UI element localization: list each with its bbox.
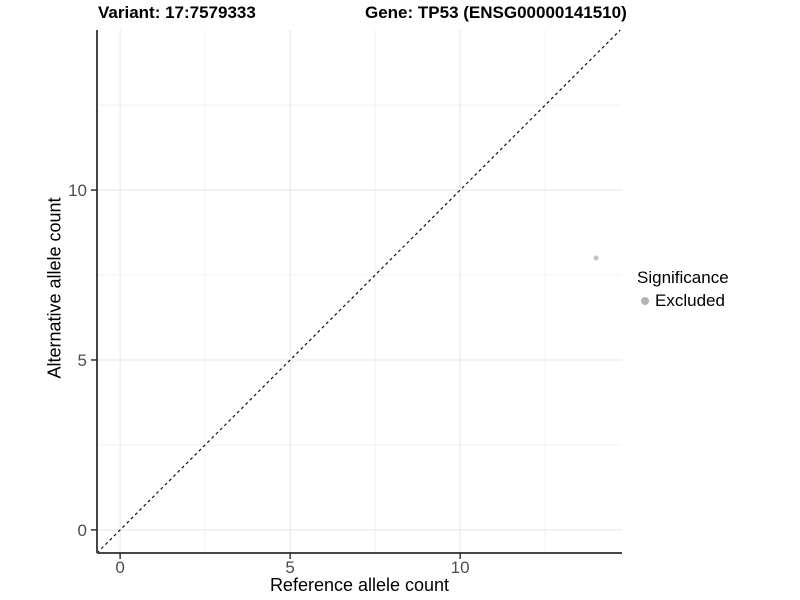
legend-title: Significance <box>637 268 729 287</box>
plot-title-variant: Variant: 17:7579333 <box>98 3 256 22</box>
y-axis-title: Alternative allele count <box>44 197 65 379</box>
y-tick-label: 0 <box>78 521 87 540</box>
y-tick-label: 10 <box>68 181 87 200</box>
x-axis-title: Reference allele count <box>269 575 450 595</box>
legend-key-point-icon <box>641 297 649 305</box>
legend: Significance Excluded <box>637 268 729 311</box>
plot-canvas: 0 5 10 0 5 10 <box>68 29 622 577</box>
x-tick-label: 0 <box>115 558 124 577</box>
legend-item-excluded: Excluded <box>637 291 729 311</box>
x-tick-label: 5 <box>285 558 294 577</box>
identity-dashed-line <box>96 29 621 554</box>
data-point-excluded <box>593 255 599 261</box>
y-tick-label: 5 <box>78 351 87 370</box>
plot-title-gene: Gene: TP53 (ENSG00000141510) <box>365 3 627 22</box>
plot-panel: 0 5 10 0 5 10 <box>68 29 622 577</box>
x-tick-label: 10 <box>451 558 470 577</box>
legend-item-label: Excluded <box>655 291 725 310</box>
